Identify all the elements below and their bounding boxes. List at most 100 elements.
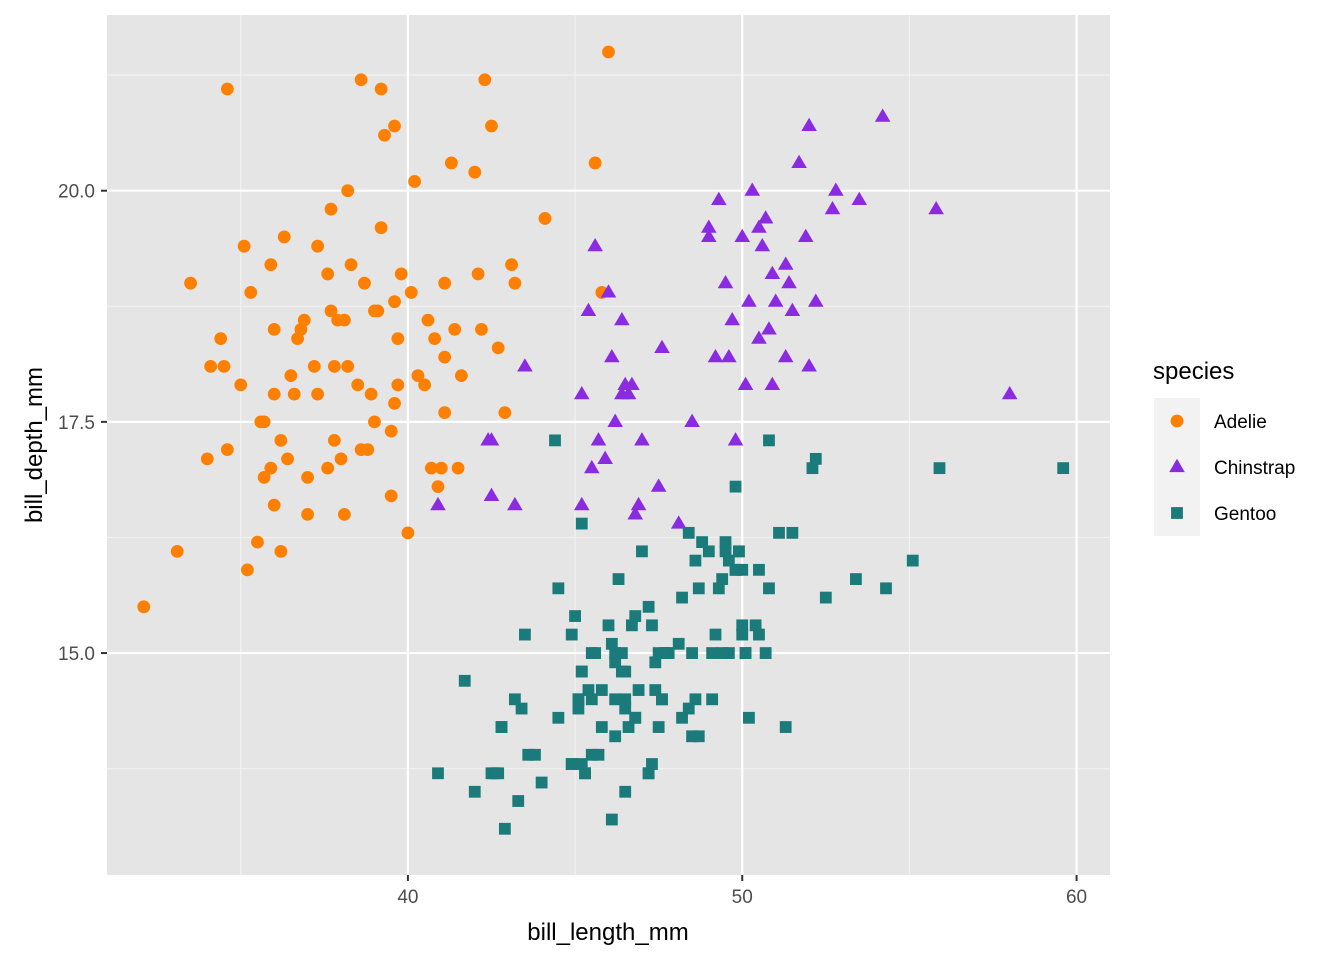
point-chinstrap	[654, 339, 670, 353]
point-adelie	[257, 470, 271, 484]
point-gentoo	[806, 462, 819, 475]
plot-panel	[107, 15, 1110, 875]
point-gentoo	[629, 610, 642, 622]
point-gentoo	[612, 573, 625, 585]
point-adelie	[428, 332, 442, 346]
point-adelie	[364, 387, 378, 401]
point-adelie	[388, 295, 401, 309]
x-tick-label: 50	[732, 887, 753, 908]
point-adelie	[391, 378, 405, 392]
point-adelie	[368, 304, 381, 318]
point-gentoo	[719, 545, 732, 558]
point-gentoo	[712, 582, 725, 595]
point-gentoo	[736, 628, 749, 641]
point-gentoo	[619, 785, 632, 798]
point-adelie	[431, 480, 445, 494]
point-gentoo	[652, 721, 665, 733]
legend-marker-chinstrap	[1169, 458, 1185, 473]
point-adelie	[341, 359, 355, 373]
point-adelie	[321, 461, 335, 475]
point-adelie	[241, 563, 254, 577]
point-chinstrap	[777, 348, 794, 363]
point-gentoo	[729, 563, 742, 576]
point-adelie	[170, 544, 184, 558]
point-adelie	[204, 359, 218, 373]
point-chinstrap	[600, 284, 617, 298]
point-gentoo	[933, 462, 946, 475]
point-gentoo	[595, 721, 608, 733]
point-adelie	[384, 489, 398, 503]
point-chinstrap	[724, 311, 740, 326]
point-chinstrap	[767, 293, 784, 307]
point-chinstrap	[777, 256, 794, 270]
point-adelie	[337, 507, 351, 521]
point-adelie	[451, 461, 465, 475]
point-chinstrap	[627, 506, 644, 520]
point-adelie	[267, 387, 281, 401]
point-chinstrap	[517, 358, 533, 372]
point-adelie	[411, 369, 425, 383]
point-chinstrap	[507, 496, 523, 511]
point-adelie	[498, 406, 512, 420]
point-gentoo	[575, 758, 588, 770]
point-gentoo	[468, 785, 481, 798]
point-gentoo	[716, 647, 729, 659]
point-chinstrap	[751, 219, 767, 233]
point-gentoo	[759, 647, 772, 659]
point-adelie	[137, 600, 151, 614]
point-gentoo	[629, 711, 642, 724]
point-gentoo	[582, 684, 595, 696]
point-gentoo	[642, 767, 655, 780]
point-adelie	[237, 239, 251, 253]
point-adelie	[267, 323, 281, 336]
point-gentoo	[672, 637, 685, 650]
legend-marker-gentoo	[1171, 507, 1183, 519]
point-chinstrap	[824, 200, 841, 215]
point-adelie	[301, 470, 314, 484]
point-gentoo	[619, 693, 632, 706]
point-gentoo	[615, 647, 628, 659]
point-gentoo	[682, 702, 695, 715]
point-gentoo	[656, 693, 668, 706]
point-gentoo	[779, 721, 792, 733]
point-adelie	[264, 258, 278, 272]
point-chinstrap	[580, 302, 597, 316]
point-gentoo	[615, 665, 628, 678]
point-adelie	[434, 461, 448, 475]
point-adelie	[321, 267, 335, 281]
point-gentoo	[646, 758, 658, 770]
point-chinstrap	[807, 293, 824, 307]
point-gentoo	[819, 591, 832, 604]
point-gentoo	[495, 721, 508, 733]
point-adelie	[281, 452, 294, 466]
point-gentoo	[736, 619, 749, 632]
point-gentoo	[585, 748, 598, 761]
point-gentoo	[652, 647, 665, 659]
point-gentoo	[552, 711, 565, 724]
point-adelie	[267, 498, 281, 512]
point-gentoo	[609, 730, 622, 743]
point-adelie	[200, 452, 214, 466]
point-adelie	[220, 443, 234, 457]
point-gentoo	[646, 619, 658, 632]
point-adelie	[341, 184, 355, 198]
point-gentoo	[609, 656, 622, 669]
point-chinstrap	[727, 432, 744, 446]
point-adelie	[358, 276, 371, 290]
point-gentoo	[529, 748, 541, 761]
point-gentoo	[619, 702, 632, 715]
point-adelie	[220, 82, 234, 96]
point-gentoo	[492, 767, 505, 780]
point-gentoo	[773, 526, 785, 539]
point-gentoo	[676, 711, 688, 724]
x-axis-title: bill_length_mm	[527, 919, 688, 946]
point-gentoo	[565, 628, 578, 641]
point-gentoo	[689, 693, 702, 706]
point-chinstrap	[928, 200, 944, 215]
point-gentoo	[682, 526, 695, 539]
point-chinstrap	[701, 228, 717, 243]
y-tick-label: 17.5	[58, 413, 95, 434]
point-adelie	[337, 313, 351, 327]
point-chinstrap	[874, 108, 891, 122]
legend: species Adelie Chinstrap Gentoo	[1153, 358, 1295, 536]
